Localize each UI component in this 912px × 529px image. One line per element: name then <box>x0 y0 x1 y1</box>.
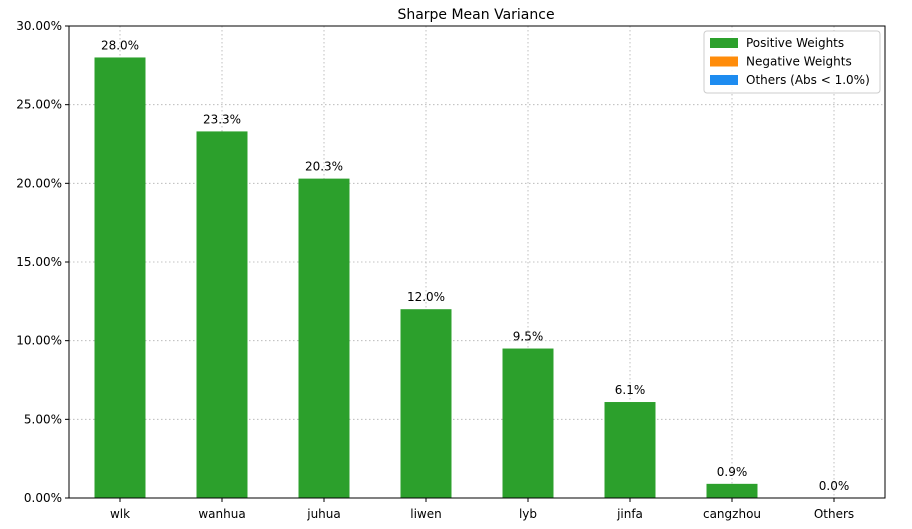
grid-lines <box>69 25 885 499</box>
legend: Positive Weights Negative Weights Others (… <box>703 30 881 94</box>
bar-wanhua <box>196 131 248 498</box>
legend-box <box>703 30 881 94</box>
legend-swatch-positive <box>710 38 738 48</box>
plot-frame <box>68 25 886 499</box>
bar-juhua <box>298 178 350 498</box>
bar-lyb <box>502 348 554 498</box>
x-tick-label: wanhua <box>198 507 245 521</box>
legend-swatch-negative <box>710 56 738 67</box>
bar-value-label: 28.0% <box>101 38 139 52</box>
y-tick-label: 30.00% <box>16 19 62 33</box>
x-tick-label: wlk <box>110 507 130 521</box>
y-tick-label: 20.00% <box>16 176 62 190</box>
legend-label-positive: Positive Weights <box>746 36 844 50</box>
y-tick-label: 0.00% <box>24 491 62 505</box>
bar-value-label: 0.9% <box>717 465 748 479</box>
x-tick-label: liwen <box>410 507 441 521</box>
bar-liwen <box>400 309 452 498</box>
bar-cangzhou <box>706 483 758 498</box>
chart-title: Sharpe Mean Variance <box>397 7 554 23</box>
x-tick-label: cangzhou <box>703 507 761 521</box>
bar-jinfa <box>604 402 656 498</box>
bar-value-label: 23.3% <box>203 112 241 126</box>
legend-label-others: Others (Abs < 1.0%) <box>746 73 870 87</box>
bar-value-label: 9.5% <box>513 330 544 344</box>
y-tick-label: 15.00% <box>16 255 62 269</box>
x-tick-label: Others <box>814 507 854 521</box>
y-tick-label: 25.00% <box>16 98 62 112</box>
x-tick-label: juhua <box>306 507 341 521</box>
legend-swatch-others <box>710 75 738 85</box>
x-tick-label: lyb <box>519 507 537 521</box>
bar-value-label: 20.3% <box>305 160 343 174</box>
y-axis: 0.00% 5.00% 10.00% 15.00% 20.00% 25.00% 30.00% <box>16 19 69 505</box>
bar-value-label: 12.0% <box>407 290 445 304</box>
bar-value-labels: 28.0% 23.3% 20.3% 12.0% 9.5% 6.1% 0.9% 0.0% <box>101 38 849 493</box>
x-axis: wlk wanhua juhua liwen lyb jinfa cangzhou Other… <box>110 498 854 521</box>
bar-value-label: 0.0% <box>819 479 850 493</box>
y-tick-label: 5.00% <box>24 412 62 426</box>
bar-wlk <box>94 57 146 498</box>
x-tick-label: jinfa <box>616 507 643 521</box>
y-tick-label: 10.00% <box>16 334 62 348</box>
bar-value-label: 6.1% <box>615 383 646 397</box>
bars <box>94 57 758 498</box>
legend-label-negative: Negative Weights <box>746 55 852 69</box>
